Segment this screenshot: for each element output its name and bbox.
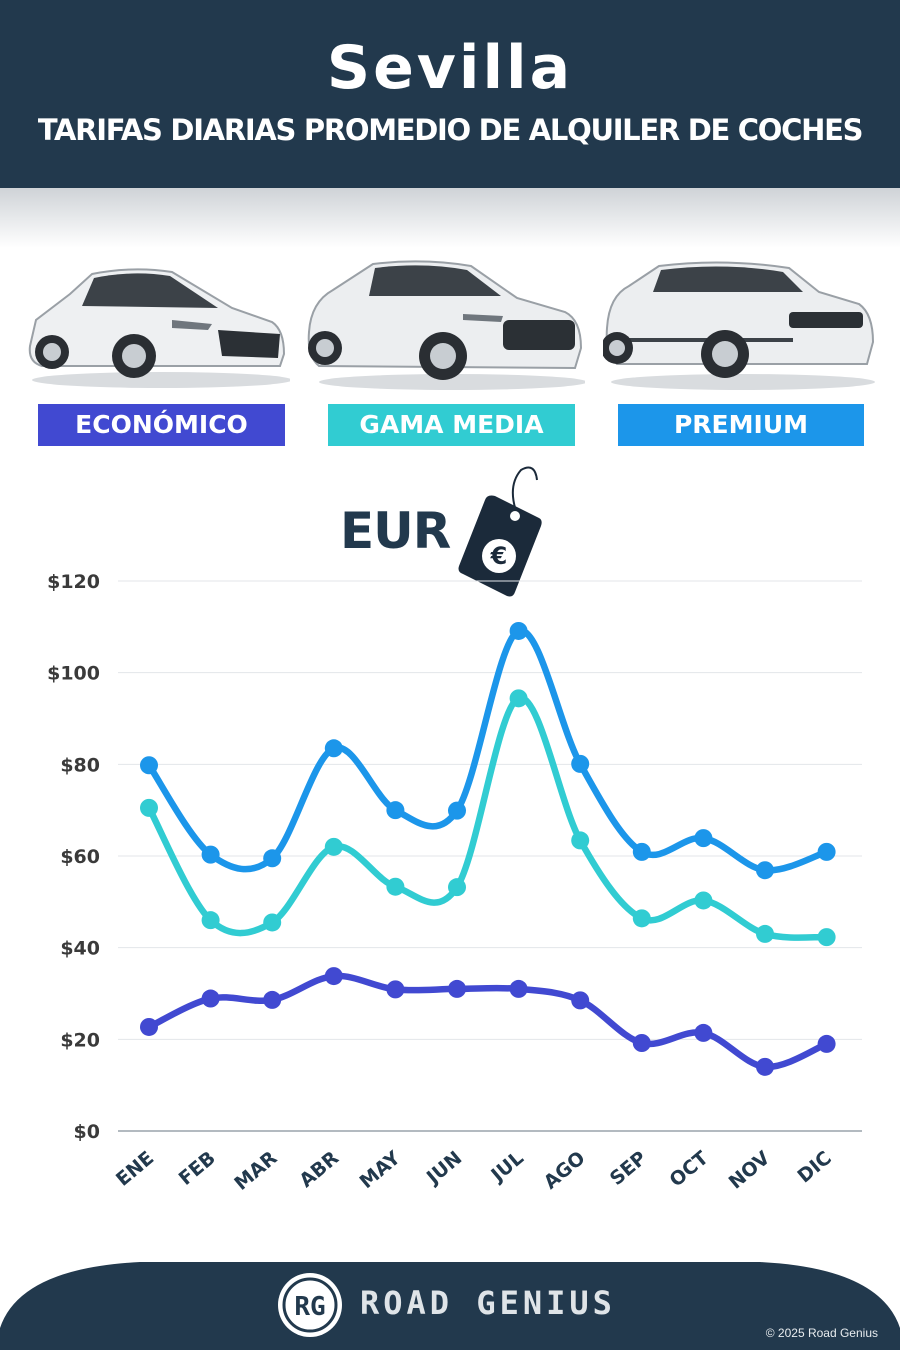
- data-point: [756, 924, 774, 943]
- series-line-1: [145, 695, 830, 941]
- data-point: [140, 1017, 158, 1036]
- logo-text: RG: [294, 1292, 325, 1322]
- data-point: [632, 1034, 651, 1052]
- price-tag-icon: €: [458, 466, 542, 597]
- line-chart: $0 $20 $40 $60 $80 $100 $120 ENE FEB MAR ABR MAY JU…: [47, 571, 862, 1195]
- y-tick-label: $0: [74, 1121, 100, 1143]
- y-tick-label: $120: [47, 571, 100, 593]
- data-point: [817, 928, 836, 947]
- premium-badge: PREMIUM: [618, 404, 864, 446]
- data-point: [694, 891, 713, 910]
- economy-car-image: [28, 268, 290, 388]
- data-point: [386, 801, 405, 820]
- y-tick-label: $20: [60, 1029, 100, 1051]
- copyright-text: © 2025 Road Genius: [765, 1326, 878, 1340]
- x-tick-label: FEB: [175, 1147, 220, 1190]
- data-point: [632, 909, 651, 928]
- data-point: [201, 911, 220, 930]
- x-tick-label: OCT: [665, 1147, 712, 1192]
- data-point: [324, 739, 343, 758]
- series-line-2: [145, 627, 830, 874]
- page-title: Sevilla: [326, 33, 574, 103]
- x-tick-label: MAR: [230, 1147, 281, 1195]
- x-tick-label: AGO: [540, 1147, 590, 1194]
- x-tick-label: ENE: [112, 1147, 158, 1191]
- x-tick-label: JUN: [421, 1147, 466, 1190]
- y-tick-label: $40: [60, 938, 100, 960]
- data-point: [140, 798, 158, 817]
- data-point: [140, 756, 158, 775]
- data-point: [448, 979, 466, 998]
- x-tick-label: JUL: [486, 1147, 528, 1187]
- data-point: [756, 861, 774, 880]
- data-point: [571, 754, 590, 773]
- data-point: [694, 829, 713, 848]
- data-point: [509, 979, 528, 998]
- midsize-badge: GAMA MEDIA: [328, 404, 575, 446]
- data-point: [509, 621, 528, 640]
- x-tick-label: NOV: [725, 1147, 775, 1194]
- x-tick-label: DIC: [793, 1147, 835, 1188]
- data-point: [571, 831, 590, 850]
- data-point: [263, 913, 282, 932]
- economy-badge: ECONÓMICO: [38, 404, 285, 446]
- data-point: [817, 1034, 836, 1053]
- x-tick-label: MAY: [356, 1147, 405, 1193]
- data-point: [386, 877, 405, 896]
- y-tick-label: $80: [60, 754, 100, 776]
- data-point: [509, 689, 528, 708]
- data-point: [324, 967, 343, 986]
- data-point: [324, 837, 343, 856]
- data-point: [448, 801, 466, 820]
- data-point: [263, 990, 282, 1009]
- page-subtitle: TARIFAS DIARIAS PROMEDIO DE ALQUILER DE …: [37, 113, 864, 147]
- road-genius-logo: RG: [278, 1273, 342, 1337]
- data-point: [263, 849, 282, 868]
- x-tick-label: SEP: [606, 1147, 651, 1190]
- header-banner: Sevilla TARIFAS DIARIAS PROMEDIO DE ALQU…: [0, 0, 900, 188]
- y-tick-label: $60: [60, 846, 100, 868]
- header-shadow: [0, 188, 900, 248]
- data-point: [386, 980, 405, 999]
- footer-banner: [0, 1262, 900, 1350]
- data-point: [756, 1057, 774, 1076]
- y-tick-label: $100: [47, 663, 100, 685]
- x-tick-label: ABR: [295, 1147, 343, 1192]
- currency-label: EUR: [340, 502, 451, 560]
- data-point: [694, 1023, 713, 1042]
- data-point: [571, 991, 590, 1010]
- data-point: [448, 878, 466, 897]
- data-point: [817, 842, 836, 861]
- midsize-suv-image: [307, 260, 585, 390]
- brand-name: ROAD GENIUS: [360, 1284, 616, 1322]
- data-point: [201, 989, 220, 1008]
- premium-suv-image: [603, 261, 875, 390]
- data-point: [632, 842, 651, 861]
- euro-symbol: €: [490, 542, 508, 570]
- series-line-0: [145, 972, 830, 1071]
- data-point: [201, 845, 220, 864]
